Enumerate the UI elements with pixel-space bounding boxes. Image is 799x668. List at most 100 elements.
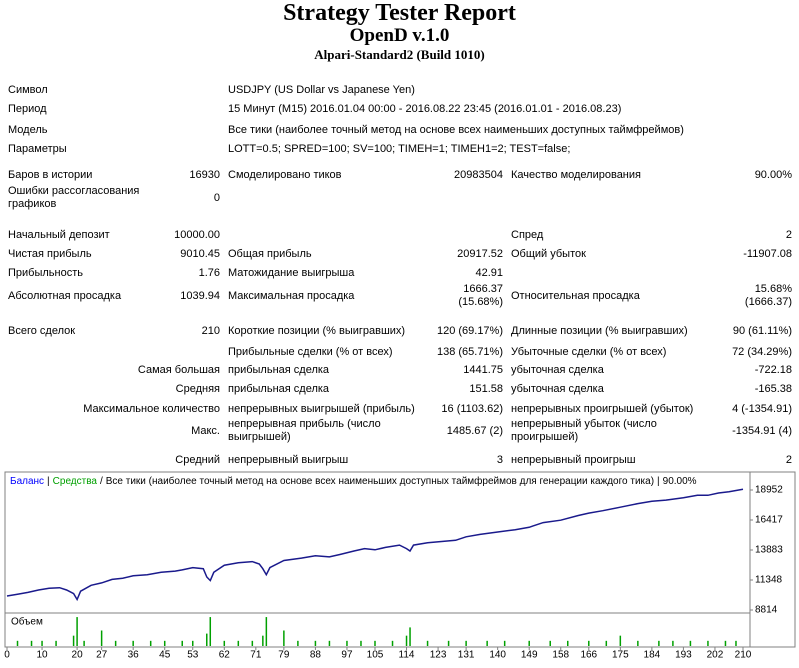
x-tick-label: 36 <box>128 650 140 661</box>
volume-bar <box>374 640 376 646</box>
stat-label: непрерывный выигрыш <box>228 454 349 466</box>
stat-label: Чистая прибыль <box>8 248 92 260</box>
stats-row: Баров в истории 16930 Смоделировано тиков 2… <box>0 166 799 185</box>
stat-label: Относительная просадка <box>511 289 640 302</box>
stat-value: 10000.00 <box>174 229 220 241</box>
volume-bar <box>83 640 85 646</box>
report-title: Strategy Tester Report <box>283 0 516 26</box>
info-row: Модель Все тики (наиболее точный метод на… <box>0 121 799 140</box>
y-tick-label: 11348 <box>755 575 783 586</box>
stat-value: 20983504 <box>454 169 503 181</box>
stat-value: 3 <box>496 454 503 466</box>
stat-value: 42.91 <box>475 267 503 279</box>
volume-bar <box>114 640 117 646</box>
volume-bar <box>605 640 608 646</box>
stat-label: убыточная сделка <box>511 364 604 376</box>
stat-label: Абсолютная просадка <box>8 289 122 302</box>
expert-name: OpenD v.1.0 <box>349 25 450 46</box>
stat-label: Прибыльные сделки (% от всех) <box>228 346 393 358</box>
volume-bar <box>30 640 33 646</box>
info-row: Период 15 Минут (M15) 2016.01.04 00:00 - … <box>0 100 799 119</box>
stat-label: Максимальная просадка <box>228 289 355 302</box>
info-label: Символ <box>8 84 48 96</box>
volume-bar <box>314 640 317 646</box>
volume-bar <box>346 640 348 646</box>
stat-label: Качество моделирования <box>511 169 641 181</box>
legend-item: / <box>100 476 103 487</box>
stats-row: Абсолютная просадка 1039.94 Максимальная п… <box>0 283 799 309</box>
stat-label: Убыточные сделки (% от всех) <box>511 346 667 358</box>
x-tick-label: 202 <box>707 650 724 661</box>
stat-value: 1666.37 (15.68%) <box>458 283 503 308</box>
volume-bar <box>100 630 103 646</box>
stat-label: Общая прибыль <box>228 248 312 260</box>
stat-value: 138 (65.71%) <box>436 346 503 358</box>
stat-value: 120 (69.17%) <box>436 325 503 337</box>
volume-bar <box>465 640 467 646</box>
stat-value: -1354.91 (4) <box>732 424 792 437</box>
stat-label: непрерывный убыток (число проигрышей) <box>511 418 657 443</box>
balance-chart: Баланс | Средства / Все тики (наиболее точны… <box>4 471 796 661</box>
legend-item: Все тики (наиболее точный метод на основ… <box>106 475 654 487</box>
volume-bar <box>409 627 411 646</box>
stat-value: -722.18 <box>754 364 792 376</box>
legend-item: 90.00% <box>663 476 697 487</box>
volume-bar <box>283 630 285 646</box>
stat-value: Средняя <box>175 383 220 395</box>
volume-bar <box>209 617 212 646</box>
x-tick-label: 71 <box>250 650 262 661</box>
stat-label: Матожидание выигрыша <box>228 267 355 279</box>
stats-row: Прибыльные сделки (% от всех) 138 (65.71%… <box>0 343 799 362</box>
stat-label: непрерывная прибыль (число выигрышей) <box>228 418 381 443</box>
x-tick-label: 0 <box>4 650 10 661</box>
volume-bar <box>76 617 78 646</box>
legend-item: | <box>47 476 50 487</box>
stat-value: 90 (61.11%) <box>732 325 792 337</box>
volume-bar <box>735 640 737 646</box>
x-tick-label: 62 <box>219 650 231 661</box>
info-value: Все тики (наиболее точный метод на основ… <box>228 124 684 136</box>
volume-bar <box>528 640 530 646</box>
stats-row: Чистая прибыль 9010.45 Общая прибыль 20917.… <box>0 245 799 264</box>
x-tick-label: 193 <box>675 650 692 661</box>
chart-frame <box>4 471 796 648</box>
x-tick-label: 27 <box>96 650 108 661</box>
volume-bar <box>149 640 152 646</box>
volume-bar <box>262 635 264 646</box>
x-tick-label: 53 <box>187 650 199 661</box>
x-tick-label: 114 <box>399 650 415 661</box>
stat-value: 20917.52 <box>457 248 503 260</box>
volume-bar <box>391 640 394 646</box>
volume-bar <box>206 633 208 646</box>
x-tick-label: 97 <box>341 650 353 661</box>
volume-bar <box>689 640 692 646</box>
legend: Баланс | Средства / Все тики (наиболее точны… <box>10 475 697 487</box>
stat-label: прибыльная сделка <box>228 383 330 395</box>
volume-bar <box>405 635 408 646</box>
stat-label: непрерывных проигрышей (убыток) <box>511 403 694 415</box>
stats-row: Самая большая прибыльная сделка 1441.75 убы… <box>0 361 799 380</box>
info-label: Модель <box>8 124 48 136</box>
stat-label: Длинные позиции (% выигравших) <box>511 325 688 337</box>
x-tick-label: 166 <box>580 650 597 661</box>
volume-bar <box>567 640 569 646</box>
x-tick-label: 20 <box>72 650 84 661</box>
stat-value: Максимальное количество <box>83 403 220 415</box>
stat-value: Самая большая <box>137 364 220 376</box>
volume-bar <box>328 640 331 646</box>
info-row: Символ USDJPY (US Dollar vs Japanese Yen) <box>0 81 799 100</box>
stat-label: Общий убыток <box>511 248 586 260</box>
stat-value: 9010.45 <box>180 248 220 260</box>
volume-bar <box>637 640 639 646</box>
volume-bar <box>223 640 226 646</box>
x-tick-label: 10 <box>36 650 48 661</box>
volume-bar <box>251 640 254 646</box>
volume-bar <box>672 640 674 646</box>
volume-bar <box>192 640 194 646</box>
info-label: Параметры <box>8 143 67 155</box>
volume-bar <box>707 640 709 646</box>
volume-bar <box>503 640 506 646</box>
volume-bar <box>181 640 183 646</box>
stat-label: Баров в истории <box>8 169 93 181</box>
volume-bar <box>55 640 57 646</box>
